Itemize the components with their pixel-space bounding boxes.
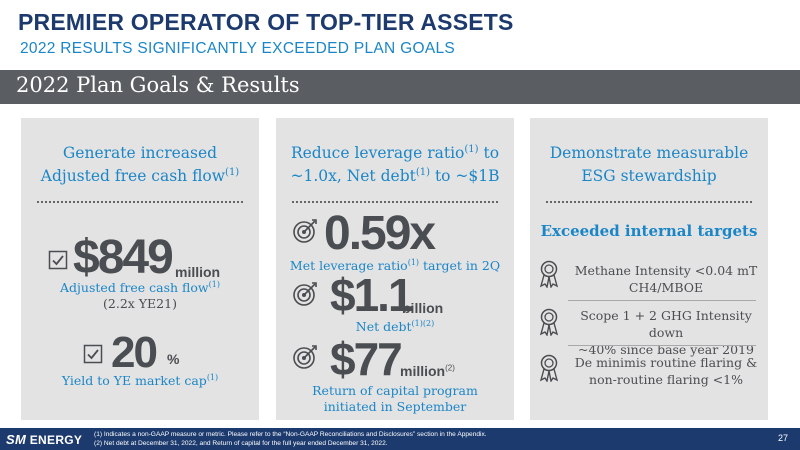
metric-unit: %: [167, 351, 180, 367]
esg-item: Methane Intensity <0.04 mT CH4/MBOE: [574, 263, 758, 295]
metric-value: $849: [73, 231, 174, 284]
company-logo: SM ENERGY: [6, 432, 83, 447]
panel-heading: Demonstrate measurable ESG stewardship: [549, 144, 749, 185]
checkbox-icon: [83, 344, 103, 364]
target-icon: [293, 345, 317, 369]
heading-line-2: Adjusted free cash flow: [40, 167, 226, 185]
dotted-divider: [292, 201, 498, 203]
esg-subheading: Exceeded internal targets: [540, 222, 758, 240]
metric-value: 20: [111, 328, 158, 377]
metric-value: $77: [330, 333, 403, 385]
esg-item: De minimis routine flaring & non-routine …: [574, 355, 758, 387]
metric-unit: million(2): [400, 363, 455, 379]
metric-label: Adjusted free cash flow(1): [60, 279, 220, 295]
metric-unit: billion: [402, 300, 444, 316]
panel-heading: Generate increased Adjusted free cash fl…: [21, 142, 259, 188]
metric-note: (2.2x YE21): [103, 296, 177, 311]
item-separator: [568, 300, 756, 301]
dotted-divider: [546, 201, 752, 203]
dotted-divider: [37, 201, 243, 203]
item-separator: [568, 345, 756, 346]
panel-esg: Demonstrate measurable ESG stewardship E…: [530, 118, 768, 420]
panel-heading: Reduce leverage ratio(1) to ~1.0x, Net d…: [290, 143, 500, 185]
section-banner: 2022 Plan Goals & Results: [0, 70, 800, 104]
page-title: PREMIER OPERATOR OF TOP-TIER ASSETS: [18, 9, 514, 35]
metric-label: Met leverage ratio(1) target in 2Q: [289, 257, 501, 273]
heading-line-1: Generate increased: [62, 144, 218, 162]
metric-label: Return of capital program initiated in Se…: [312, 383, 478, 414]
checkbox-icon: [48, 250, 68, 270]
target-icon: [293, 219, 317, 243]
footnote-2: (2) Net debt at December 31, 2022, and R…: [94, 440, 388, 447]
metric-value: 0.59x: [324, 207, 436, 260]
target-icon: [293, 282, 317, 306]
esg-item: Scope 1 + 2 GHG Intensity down ~40% since…: [578, 308, 754, 357]
award-ribbon-icon: [539, 308, 559, 336]
metric-label: Net debt(1)(2): [355, 318, 435, 334]
footer-bar: SM ENERGY (1) Indicates a non-GAAP measu…: [0, 428, 800, 450]
banner-title: 2022 Plan Goals & Results: [16, 73, 300, 97]
footnote-ref: (1): [225, 166, 240, 178]
panel-free-cash-flow: Generate increased Adjusted free cash fl…: [21, 118, 259, 420]
page-subtitle: 2022 RESULTS SIGNIFICANTLY EXCEEDED PLAN…: [20, 40, 456, 57]
footnote-1: (1) Indicates a non-GAAP measure or metr…: [94, 431, 487, 438]
panel-leverage: Reduce leverage ratio(1) to ~1.0x, Net d…: [276, 118, 514, 420]
metric-unit: million: [175, 264, 221, 280]
metric-label: Yield to YE market cap(1): [61, 372, 219, 388]
page-number: 27: [777, 433, 788, 443]
metric-value: $1.1: [330, 269, 414, 321]
award-ribbon-icon: [539, 260, 559, 288]
award-ribbon-icon: [539, 354, 559, 382]
